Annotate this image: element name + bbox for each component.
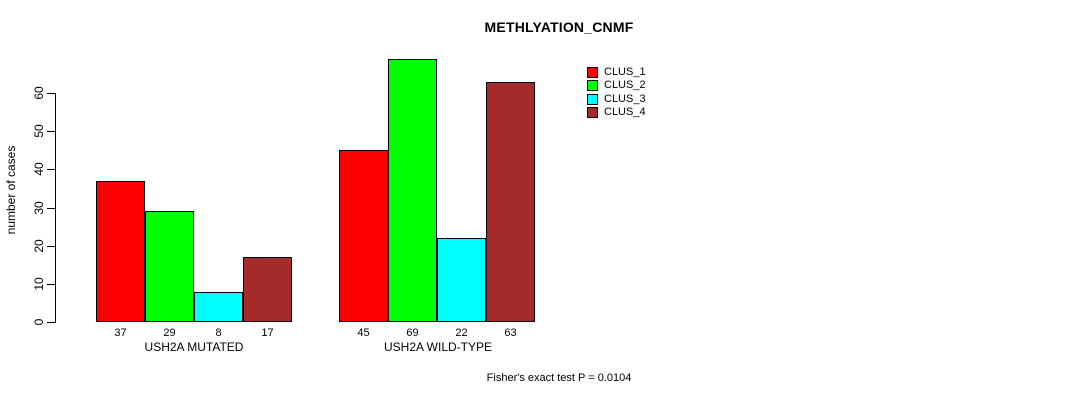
legend-swatch-clus_1 <box>587 67 598 78</box>
group-label-wildtype: USH2A WILD-TYPE <box>383 340 493 354</box>
legend-label-clus_2: CLUS_2 <box>604 79 646 92</box>
group-label-mutated: USH2A MUTATED <box>144 340 244 354</box>
legend-swatch-clus_3 <box>587 93 598 105</box>
y-tick-label: 0 <box>32 318 46 326</box>
bar-value-label: 17 <box>261 327 274 339</box>
bar-value-label: 69 <box>406 327 419 339</box>
y-tick-label: 30 <box>32 200 46 215</box>
bar-clus_4-group1 <box>243 257 292 322</box>
y-tick-label: 10 <box>32 277 46 291</box>
y-tick-mark <box>47 169 55 171</box>
bar-clus_3-group1 <box>194 291 243 322</box>
legend-swatch-clus_2 <box>587 80 598 92</box>
legend-label-clus_3: CLUS_3 <box>604 92 646 105</box>
bar-value-label: 63 <box>504 327 517 339</box>
chart-title: METHLYATION_CNMF <box>484 19 634 35</box>
bar-clus_1-group1 <box>96 180 145 322</box>
bar-clus_3-group2 <box>437 238 486 322</box>
legend-label-clus_1: CLUS_1 <box>604 66 646 78</box>
y-tick-mark <box>47 93 55 94</box>
y-tick-label: 40 <box>32 162 46 177</box>
y-axis-label: number of cases <box>4 145 18 235</box>
bar-value-label: 22 <box>455 327 468 339</box>
y-tick-mark <box>47 245 55 247</box>
bar-value-label: 45 <box>357 327 370 339</box>
bar-clus_2-group1 <box>145 211 194 322</box>
y-tick-label: 20 <box>32 238 46 253</box>
bar-value-label: 37 <box>114 327 127 339</box>
bar-clus_4-group2 <box>486 81 535 322</box>
legend-swatch-clus_4 <box>587 106 598 118</box>
bar-clus_1-group2 <box>339 150 388 323</box>
legend-label-clus_4: CLUS_4 <box>604 105 646 118</box>
bar-value-label: 29 <box>163 327 176 339</box>
fisher-test-annotation: Fisher's exact test P = 0.0104 <box>486 372 632 384</box>
y-tick-mark <box>47 131 55 133</box>
y-axis-line <box>55 93 56 323</box>
bar-value-label: 8 <box>215 327 222 339</box>
y-tick-mark <box>47 283 55 285</box>
y-tick-label: 50 <box>32 124 46 138</box>
y-tick-mark <box>47 207 55 209</box>
y-tick-label: 60 <box>32 86 46 100</box>
bar-clus_2-group2 <box>388 58 437 322</box>
y-tick-mark <box>47 322 55 323</box>
